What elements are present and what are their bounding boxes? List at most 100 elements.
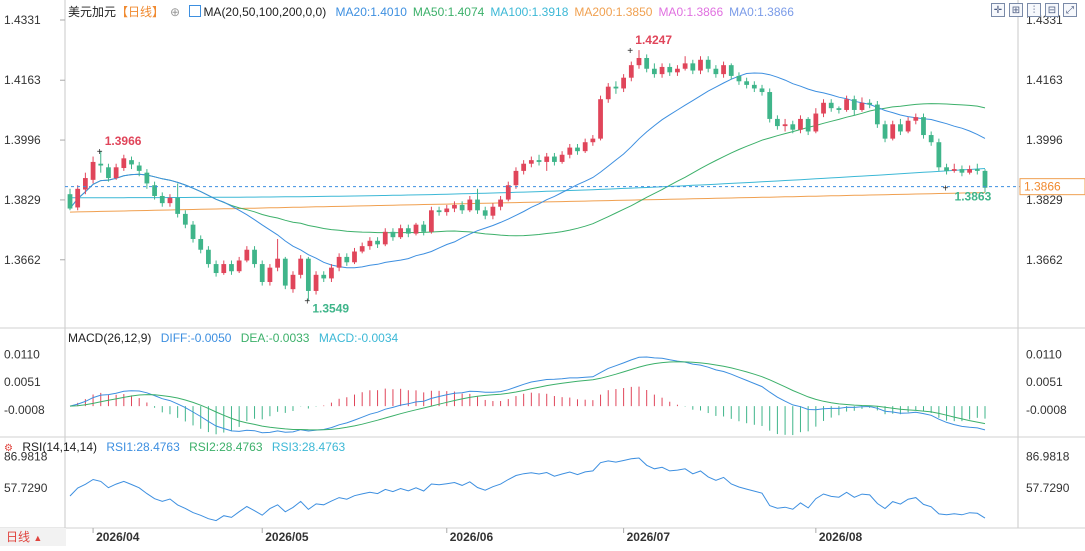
candle-body-22 xyxy=(236,260,242,272)
annotation-marker-0: + xyxy=(97,147,103,158)
candle-body-6 xyxy=(113,167,119,179)
candle-body-65 xyxy=(567,147,573,155)
candle-body-67 xyxy=(582,142,588,152)
candle-body-13 xyxy=(167,197,173,204)
candle-body-20 xyxy=(221,264,227,274)
candle-body-102 xyxy=(851,99,857,110)
period-tab-label: 日线 xyxy=(6,530,31,544)
candle-body-25 xyxy=(259,264,265,282)
candle-body-41 xyxy=(382,231,388,245)
candle-body-109 xyxy=(905,120,911,132)
candle-body-7 xyxy=(121,158,127,169)
ma-value-4: MA0:1.3866 xyxy=(658,5,724,19)
candle-body-26 xyxy=(267,267,273,282)
ma50-line xyxy=(69,103,986,237)
candle-body-101 xyxy=(844,99,849,110)
candle-body-50 xyxy=(452,204,457,209)
candle-body-75 xyxy=(644,57,650,69)
price-tick-left-4: 1.3662 xyxy=(4,253,41,267)
candle-body-92 xyxy=(775,118,780,127)
annotation-marker-3: + xyxy=(943,184,949,195)
candle-body-88 xyxy=(744,81,750,85)
annotation-marker-2: + xyxy=(304,296,310,307)
candle-body-48 xyxy=(436,210,442,213)
candle-body-77 xyxy=(659,66,665,75)
rsi-pane: 86.9818 86.9818 57.7290 57.7290 xyxy=(4,450,1070,522)
macd-pane: 0.0110 0.0110 0.0051 0.0051 -0.0008 -0.0008 xyxy=(4,347,1067,436)
candle-body-19 xyxy=(213,264,219,274)
candle-body-104 xyxy=(867,102,873,105)
last-price-tag: 1.3866 xyxy=(1024,180,1061,194)
zoom-out-icon[interactable]: ⊟ xyxy=(1045,3,1059,17)
rsi-tick-right-1: 57.7290 xyxy=(1026,481,1070,495)
candle-body-44 xyxy=(405,228,411,234)
rsi-legend: ⚙ RSI(14,14,14) RSI1:28.4763 RSI2:28.476… xyxy=(4,440,351,454)
candle-body-5 xyxy=(106,167,111,179)
candle-body-72 xyxy=(621,77,626,89)
macd-legend: MACD(26,12,9) DIFF:-0.0050 DEA:-0.0033 M… xyxy=(68,331,404,345)
candle-body-111 xyxy=(921,117,926,136)
candle-body-4 xyxy=(98,163,104,166)
candle-body-39 xyxy=(367,240,373,247)
split-icon[interactable]: ⫶ xyxy=(1027,3,1041,17)
last-price-tag-box xyxy=(1019,178,1085,196)
period-tab-daily[interactable]: 日线 ▲ xyxy=(0,528,66,546)
candle-body-9 xyxy=(136,165,142,171)
ma-values: MA20:1.4010 MA50:1.4074 MA100:1.3918 MA200:… xyxy=(336,5,800,19)
candle-body-114 xyxy=(944,167,949,171)
candle-body-62 xyxy=(544,156,550,162)
candle-body-12 xyxy=(159,195,165,204)
candle-body-97 xyxy=(813,113,819,132)
candle-body-2 xyxy=(82,178,88,190)
candle-body-18 xyxy=(206,249,211,265)
ma200-line xyxy=(69,192,986,213)
candle-body-86 xyxy=(728,65,734,76)
candle-body-49 xyxy=(444,208,450,213)
annotation-1: 1.4247 xyxy=(635,33,672,47)
settings-icon[interactable]: ⊕ xyxy=(170,5,181,19)
candle-body-56 xyxy=(498,199,503,207)
macd-tick-right-0: 0.0110 xyxy=(1026,347,1062,361)
price-tick-left-1: 1.4163 xyxy=(4,73,41,87)
candle-body-66 xyxy=(575,147,580,152)
candle-body-16 xyxy=(190,224,196,239)
candle-body-59 xyxy=(521,163,527,171)
candle-body-63 xyxy=(552,156,557,162)
annotation-0: 1.3966 xyxy=(105,134,142,148)
candle-body-8 xyxy=(129,160,134,165)
price-tick-right-4: 1.3662 xyxy=(1026,253,1063,267)
candle-body-73 xyxy=(628,65,634,78)
candle-body-43 xyxy=(398,228,404,238)
ma-value-0: MA20:1.4010 xyxy=(335,5,407,19)
candle-body-14 xyxy=(175,197,181,214)
zoom-in-icon[interactable]: ⊞ xyxy=(1009,3,1023,17)
candle-body-38 xyxy=(359,246,365,252)
rsi2-value: RSI2:28.4763 xyxy=(189,440,263,454)
candle-body-46 xyxy=(421,224,427,232)
candle-body-24 xyxy=(252,249,257,265)
candle-body-70 xyxy=(605,86,611,100)
candle-body-115 xyxy=(951,169,957,171)
candle-body-11 xyxy=(152,185,157,196)
rsi1-value: RSI1:28.4763 xyxy=(106,440,180,454)
candle-body-53 xyxy=(475,199,480,211)
candle-body-28 xyxy=(282,258,288,286)
ma-toggle-icon[interactable] xyxy=(189,5,202,17)
candle-body-106 xyxy=(882,124,888,139)
macd-tick-right-2: -0.0008 xyxy=(1026,403,1067,417)
price-tick-right-1: 1.4163 xyxy=(1026,73,1063,87)
candle-body-112 xyxy=(928,135,934,143)
crosshair-icon[interactable]: ✛ xyxy=(991,3,1005,17)
candle-body-35 xyxy=(336,256,342,268)
date-label-1: 2026/05 xyxy=(265,530,309,544)
ma-value-5: MA0:1.3866 xyxy=(729,5,794,19)
candle-body-117 xyxy=(967,169,973,173)
candle-body-89 xyxy=(751,84,757,89)
candle-body-98 xyxy=(821,102,826,114)
candle-body-91 xyxy=(767,92,773,119)
rsi-settings-icon[interactable]: ⚙ xyxy=(4,443,13,454)
candle-body-0 xyxy=(67,194,73,209)
fullscreen-icon[interactable]: ⤢ xyxy=(1063,3,1077,17)
candle-body-87 xyxy=(736,75,742,82)
